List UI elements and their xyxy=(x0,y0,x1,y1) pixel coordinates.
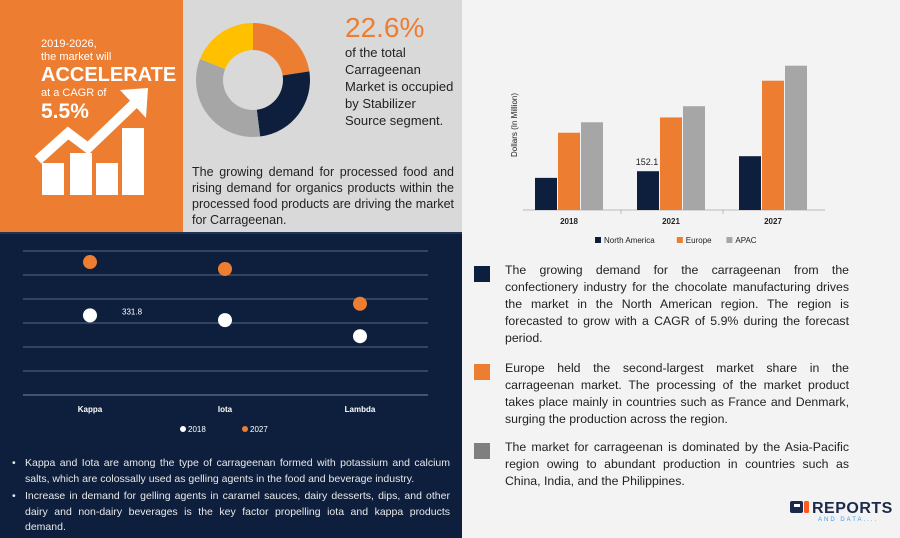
legend-swatch xyxy=(180,426,186,432)
stabilizer-donut-chart xyxy=(196,23,310,137)
north-america-marker xyxy=(474,266,490,282)
reports-and-data-logo: REPORTS AND DATA.... xyxy=(790,500,892,523)
data-label: 331.8 xyxy=(122,307,143,316)
bullet-item: Increase in demand for gelling agents in… xyxy=(10,489,450,536)
growth-chart-icon xyxy=(34,88,148,195)
note-apac: The market for carrageenan is dominated … xyxy=(505,440,849,488)
note-north-america: The growing demand for the carrageenan f… xyxy=(505,263,849,345)
bar-apac-2018 xyxy=(581,122,603,210)
apac-marker xyxy=(474,443,490,459)
bar-apac-2027 xyxy=(785,65,807,210)
legend-swatch xyxy=(726,237,733,243)
x-tick-label: 2018 xyxy=(560,217,578,226)
stabilizer-share: 22.6% xyxy=(345,12,425,43)
dot-2027-kappa xyxy=(83,255,97,270)
cagr-panel: 2019-2026, the market will ACCELERATE at … xyxy=(0,0,183,232)
legend-label: 2018 xyxy=(188,425,206,434)
x-tick-label: Iota xyxy=(218,405,233,414)
driver-text: The growing demand for processed food an… xyxy=(192,165,454,227)
type-bullets: Kappa and Iota are among the type of car… xyxy=(10,456,450,538)
legend-label: Europe xyxy=(686,236,712,245)
dot-2027-iota xyxy=(218,262,232,276)
cagr-label: at a CAGR of xyxy=(41,87,107,99)
bar-north-america-2018 xyxy=(535,177,557,210)
legend-label: APAC xyxy=(735,236,756,245)
bar-europe-2018 xyxy=(558,132,580,210)
bar-north-america-2027 xyxy=(739,156,761,210)
dot-2018-kappa xyxy=(83,308,97,323)
x-tick-label: 2021 xyxy=(662,217,680,226)
legend-swatch xyxy=(242,426,248,432)
dot-2018-lambda xyxy=(353,329,367,344)
logo-mark-icon xyxy=(790,501,809,513)
bar-north-america-2021 xyxy=(637,171,659,210)
regional-bar-chart: Dollars (In Million) 2018 2021 2027 152.1 Nor… xyxy=(510,65,825,245)
x-tick-label: Kappa xyxy=(78,405,103,414)
legend-label: 2027 xyxy=(250,425,268,434)
cagr-period: 2019-2026, the market will xyxy=(41,38,112,63)
dot-2027-lambda xyxy=(353,296,367,311)
stabilizer-share-text: of the total Carrageenan Market is occup… xyxy=(345,45,454,128)
x-tick-label: Lambda xyxy=(345,405,376,414)
cagr-value: 5.5% xyxy=(41,100,89,123)
type-dot-chart: Kappa Iota Lambda 331.8 2018 2027 xyxy=(23,250,428,434)
dot-2018-iota xyxy=(218,313,232,328)
x-tick-label: 2027 xyxy=(764,217,782,226)
donut-slice-2 xyxy=(196,59,261,137)
europe-marker xyxy=(474,364,490,380)
donut-slice-3 xyxy=(200,23,253,69)
bar-europe-2027 xyxy=(762,80,784,210)
stabilizer-panel: 22.6% of the total Carrageenan Market is… xyxy=(183,0,462,232)
bar-europe-2021 xyxy=(660,117,682,210)
note-europe: Europe held the second-largest market sh… xyxy=(505,361,849,426)
donut-slice-0 xyxy=(253,23,310,76)
legend-label: North America xyxy=(604,236,655,245)
bar-apac-2021 xyxy=(683,106,705,210)
cagr-headline: ACCELERATE xyxy=(41,64,177,86)
legend-swatch xyxy=(595,237,601,243)
donut-slice-1 xyxy=(256,71,310,137)
data-label: 152.1 xyxy=(636,157,659,167)
bullet-item: Kappa and Iota are among the type of car… xyxy=(10,456,450,487)
y-axis-label: Dollars (In Million) xyxy=(510,93,519,157)
type-panel: Kappa Iota Lambda 331.8 2018 2027 Kappa and I… xyxy=(0,232,462,538)
legend-swatch xyxy=(676,237,683,243)
